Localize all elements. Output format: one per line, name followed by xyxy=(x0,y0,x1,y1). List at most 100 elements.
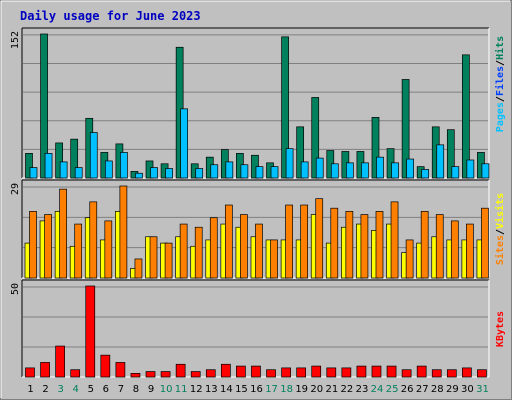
bar-sites-day-2 xyxy=(44,214,52,279)
bar-kbytes-day-11 xyxy=(175,363,186,378)
bar-hits-day-18 xyxy=(281,36,289,179)
bar-kbytes-day-27 xyxy=(416,365,427,378)
bar-kbytes-day-18 xyxy=(281,367,291,378)
legend-entry-hits: Hits xyxy=(494,36,506,60)
bar-kbytes-day-5 xyxy=(85,285,96,378)
bar-kbytes-day-9 xyxy=(145,371,156,378)
bar-sites-day-17 xyxy=(270,239,278,279)
legend-entry-files: Files xyxy=(494,66,506,96)
panel-background xyxy=(22,28,489,178)
bar-sites-day-14 xyxy=(224,204,233,279)
bars-visits-sites xyxy=(24,185,489,279)
x-tick-label: 27 xyxy=(416,384,429,395)
bar-sites-day-29 xyxy=(450,220,459,279)
bar-kbytes-day-20 xyxy=(311,365,322,378)
bar-sites-day-8 xyxy=(134,258,143,279)
bar-kbytes-day-8 xyxy=(130,373,141,378)
bar-sites-day-1 xyxy=(29,211,37,279)
bar-pages-day-15 xyxy=(240,164,249,179)
bar-hits-day-4 xyxy=(70,138,79,179)
bar-kbytes-day-21 xyxy=(326,367,337,378)
x-tick-label: 6 xyxy=(103,384,109,395)
bar-pages-day-5 xyxy=(89,132,98,179)
bar-kbytes-day-3 xyxy=(55,345,65,378)
y-max-label: 29 xyxy=(10,183,21,195)
bar-kbytes-day-22 xyxy=(341,367,352,378)
bar-sites-day-9 xyxy=(149,236,158,279)
bar-pages-day-24 xyxy=(376,156,384,179)
x-tick-label: 9 xyxy=(148,384,154,395)
x-tick-label: 20 xyxy=(310,384,323,395)
bar-hits-day-3 xyxy=(55,142,63,179)
bar-kbytes-day-17 xyxy=(266,369,276,378)
bar-hits-day-19 xyxy=(296,126,305,179)
bars-hits-files-pages xyxy=(25,33,490,179)
bar-pages-day-27 xyxy=(421,169,430,179)
bar-kbytes-day-10 xyxy=(160,371,171,378)
x-tick-label: 8 xyxy=(133,384,139,395)
bar-pages-day-14 xyxy=(225,161,234,179)
bar-kbytes-day-16 xyxy=(251,365,261,378)
x-tick-label: 31 xyxy=(476,384,489,395)
x-tick-label: 22 xyxy=(341,384,354,395)
bar-kbytes-day-7 xyxy=(115,362,126,378)
bar-kbytes-day-30 xyxy=(462,367,472,378)
bar-kbytes-day-14 xyxy=(220,363,231,378)
bar-sites-day-24 xyxy=(375,211,384,279)
panel-hits-files-pages: 152 xyxy=(10,27,490,179)
bar-sites-day-21 xyxy=(330,207,339,279)
chart-panels: 152 29 50 xyxy=(10,27,490,378)
x-tick-label: 15 xyxy=(235,384,248,395)
x-tick-label: 11 xyxy=(175,384,188,395)
legend-panel2: Sites/Visits xyxy=(494,193,506,265)
panel-background xyxy=(22,280,489,377)
bar-pages-day-31 xyxy=(481,163,490,179)
x-tick-label: 24 xyxy=(371,384,384,395)
y-max-label: 50 xyxy=(10,283,21,295)
x-tick-label: 26 xyxy=(401,384,414,395)
bar-pages-day-7 xyxy=(120,152,128,179)
bar-sites-day-11 xyxy=(179,223,188,279)
bar-sites-day-12 xyxy=(194,226,203,279)
chart-title: Daily usage for June 2023 xyxy=(20,9,201,23)
bar-pages-day-13 xyxy=(210,164,219,179)
bar-sites-day-26 xyxy=(405,239,414,279)
bar-sites-day-10 xyxy=(164,242,173,279)
x-tick-label: 13 xyxy=(205,384,218,395)
bar-pages-day-19 xyxy=(300,161,309,179)
x-axis-labels: 1 2 3 4 5 6 7 8 9 10 11 12 13 14 15 16 17 18 19 20 21 22 23 24 2… xyxy=(27,384,488,395)
bar-pages-day-2 xyxy=(44,153,53,179)
bar-kbytes-day-6 xyxy=(100,354,111,378)
bar-kbytes-day-4 xyxy=(70,369,81,378)
bar-sites-day-6 xyxy=(104,220,113,279)
bar-sites-day-15 xyxy=(240,214,248,279)
bar-sites-day-23 xyxy=(360,214,369,279)
bar-sites-day-22 xyxy=(345,211,354,279)
x-tick-label: 21 xyxy=(325,384,338,395)
legend-panel3: KBytes xyxy=(495,311,506,347)
legend-entry-sites: Sites xyxy=(494,235,506,265)
bar-sites-day-19 xyxy=(300,204,309,279)
bar-kbytes-day-19 xyxy=(296,367,307,378)
x-tick-label: 23 xyxy=(356,384,369,395)
x-tick-label: 1 xyxy=(27,384,33,395)
bar-pages-day-16 xyxy=(255,166,264,179)
bar-pages-day-1 xyxy=(29,167,38,179)
x-tick-label: 29 xyxy=(446,384,459,395)
bar-kbytes-day-2 xyxy=(40,362,50,378)
bar-sites-day-4 xyxy=(74,223,83,279)
bar-pages-day-30 xyxy=(466,159,475,179)
bar-pages-day-28 xyxy=(436,144,445,179)
x-tick-label: 18 xyxy=(280,384,293,395)
bar-pages-day-25 xyxy=(391,162,399,179)
bar-pages-day-11 xyxy=(180,108,188,179)
bar-sites-day-13 xyxy=(209,217,218,279)
bar-kbytes-day-12 xyxy=(190,371,201,378)
bar-sites-day-16 xyxy=(255,223,263,279)
legend-entry-visits: Visits xyxy=(494,193,506,229)
bar-sites-day-18 xyxy=(285,204,293,279)
bar-pages-day-9 xyxy=(150,167,158,179)
bar-pages-day-20 xyxy=(315,157,324,179)
